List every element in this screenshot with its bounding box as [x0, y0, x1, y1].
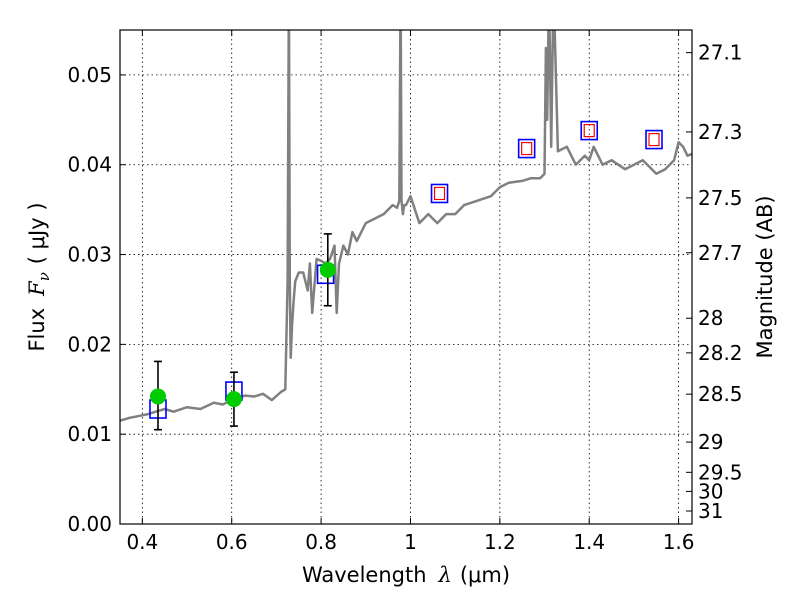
magnitude-tick-label: 27.7: [698, 241, 743, 265]
model-photometry-points: [149, 120, 663, 419]
x-tick-label: 0.8: [305, 530, 337, 554]
y-tick-label: 0.05: [67, 63, 112, 87]
model-photometry-inner-square: [583, 123, 595, 138]
model-photometry-square: [645, 129, 663, 150]
observed-flux-point: [149, 388, 166, 405]
y-axis-ticks: 0.00 0.01 0.02 0.03 0.04 0.05: [67, 63, 126, 536]
magnitude-tick-label: 27.5: [698, 186, 743, 210]
x-tick-label: 1.6: [663, 530, 695, 554]
observed-flux-point: [225, 391, 242, 408]
x-tick-label: 1.4: [573, 530, 605, 554]
x-axis-label-prefix: Wavelength: [302, 563, 427, 587]
model-spectrum-line: [120, 30, 692, 422]
magnitude-tick-label: 29.5: [698, 460, 743, 484]
y-axis-label-prefix: Flux: [25, 308, 49, 352]
magnitude-tick-label: 30: [698, 479, 723, 503]
model-photometry-inner-square: [648, 132, 660, 147]
model-photometry-square: [517, 138, 536, 159]
magnitude-tick-label: 27.1: [698, 41, 743, 65]
y-tick-label: 0.01: [67, 422, 112, 446]
magnitude-tick-label: 27.3: [698, 120, 743, 144]
magnitude-tick-label: 28.2: [698, 341, 743, 365]
magnitude-tick-label: 29: [698, 430, 723, 454]
magnitude-axis-label: Magnitude (AB): [753, 195, 777, 358]
x-tick-label: 1.2: [484, 530, 516, 554]
model-photometry-inner-square: [433, 186, 446, 201]
plot-area: [120, 30, 692, 431]
y-tick-label: 0.00: [67, 512, 112, 536]
x-tick-label: 0.6: [216, 530, 248, 554]
model-photometry-square: [430, 183, 449, 204]
magnitude-tick-label: 31: [698, 499, 723, 523]
y-tick-label: 0.02: [67, 332, 112, 356]
y-axis-label-subscript: ν: [35, 272, 53, 281]
y-tick-label: 0.04: [67, 153, 112, 177]
observed-flux-point: [319, 261, 336, 278]
y-tick-label: 0.03: [67, 243, 112, 267]
x-axis-ticks: 0.4 0.6 0.8 1 1.2 1.4 1.6: [126, 30, 695, 554]
magnitude-tick-label: 28.5: [698, 382, 743, 406]
x-axis-label-units: (μm): [460, 563, 510, 587]
x-axis-label: Wavelength λ (μm): [302, 563, 510, 587]
x-tick-label: 0.4: [126, 530, 158, 554]
x-axis-label-symbol: λ: [438, 563, 452, 587]
model-photometry-square: [580, 120, 599, 141]
y-axis-label-symbol: F: [25, 280, 49, 297]
y-axis-label-units: ( μJy ): [25, 202, 49, 264]
plot-frame: [119, 29, 693, 525]
model-photometry-inner-square: [521, 141, 533, 156]
magnitude-tick-label: 28: [698, 306, 723, 330]
observed-flux-points: [149, 233, 336, 431]
y-axis-label: Flux Fν ( μJy ): [25, 202, 53, 351]
x-tick-label: 1: [404, 530, 417, 554]
